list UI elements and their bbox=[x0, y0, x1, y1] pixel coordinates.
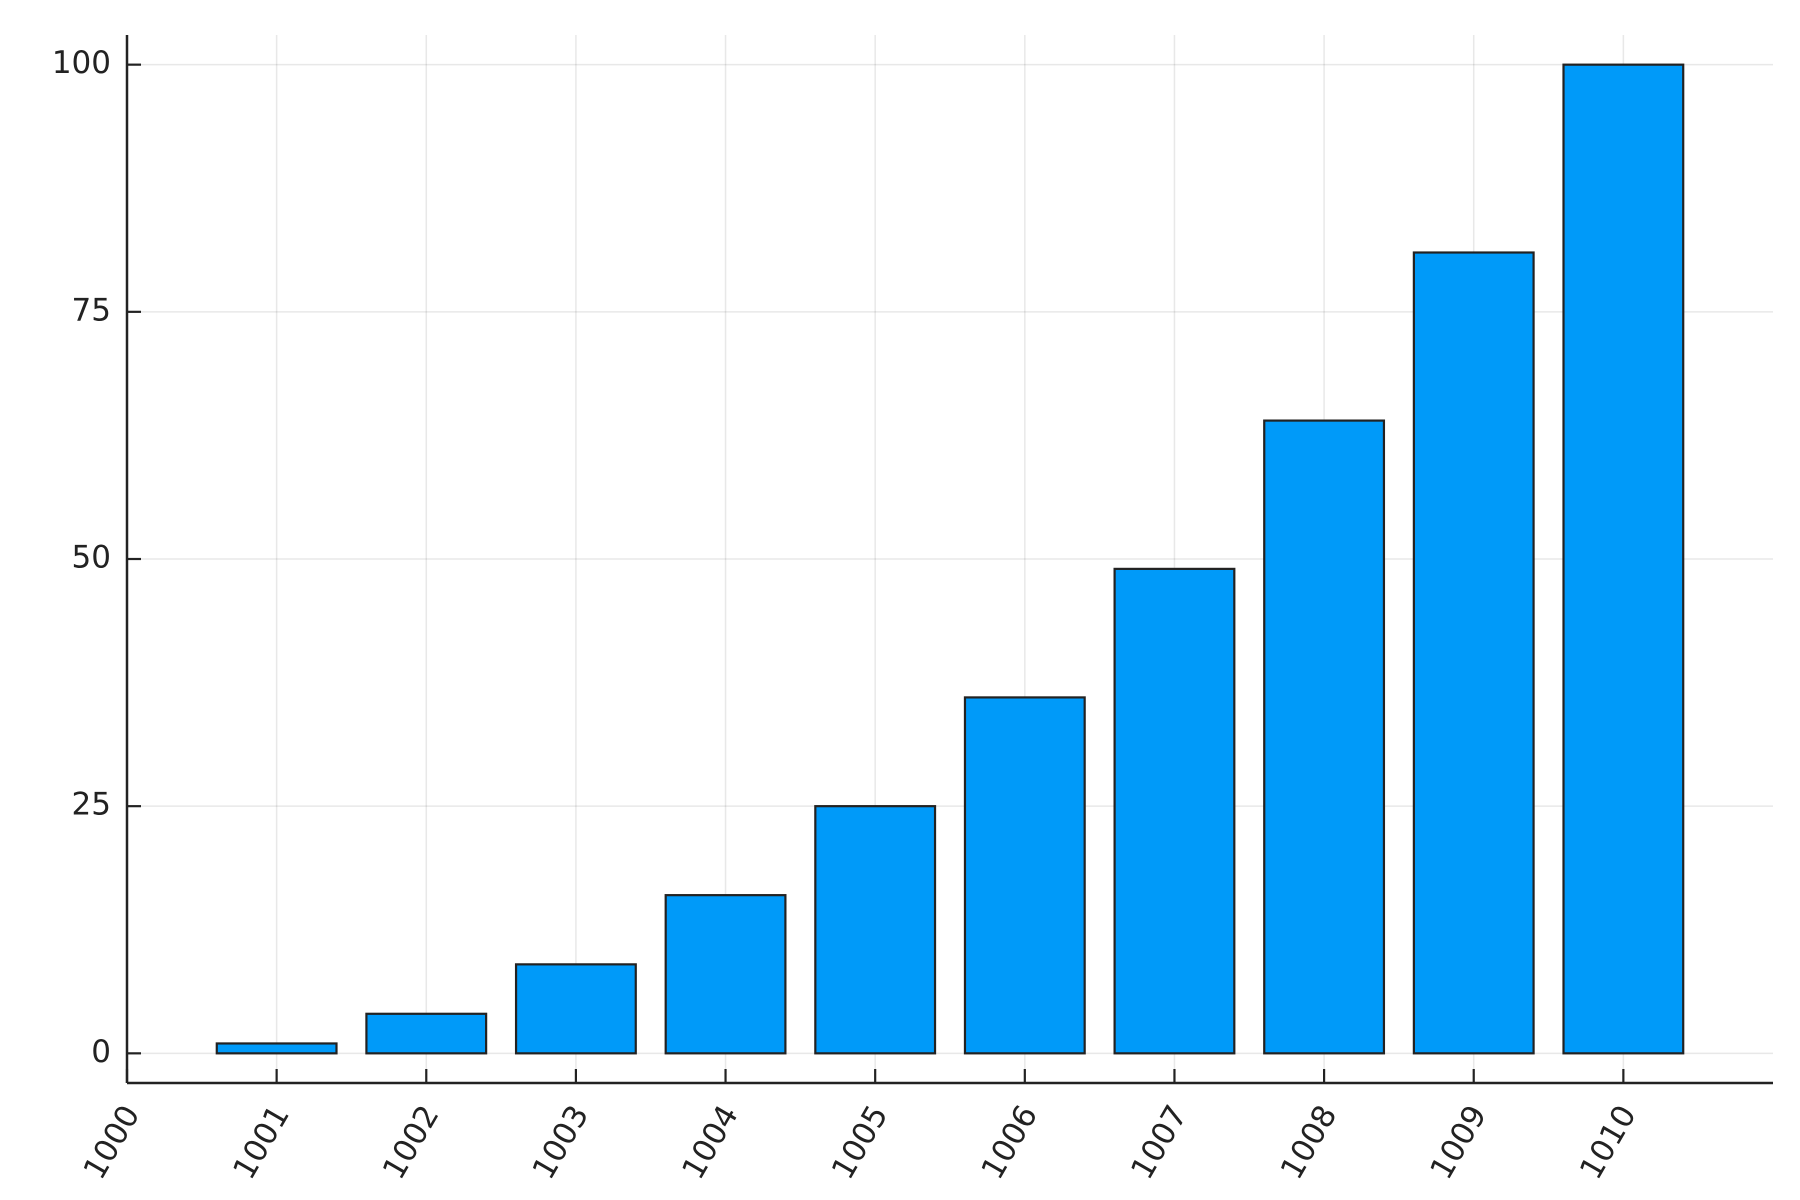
bar-1008 bbox=[1263, 419, 1386, 1055]
bar-1004 bbox=[664, 894, 787, 1055]
y-tick-label-75: 75 bbox=[72, 292, 111, 328]
bar-1006 bbox=[963, 696, 1086, 1055]
y-tick-label-25: 25 bbox=[72, 787, 111, 823]
y-tick-label-50: 50 bbox=[72, 540, 111, 576]
bar-1005 bbox=[814, 805, 937, 1055]
bar-1003 bbox=[514, 963, 637, 1055]
y-tick-label-0: 0 bbox=[91, 1034, 111, 1070]
y-axis-ticks: 0 25 50 75 100 bbox=[52, 45, 141, 1070]
bar-1001 bbox=[215, 1042, 338, 1055]
bar-1009 bbox=[1412, 251, 1535, 1055]
y-tick-label-100: 100 bbox=[52, 45, 111, 81]
bar-1010 bbox=[1562, 63, 1685, 1055]
bars bbox=[215, 63, 1685, 1055]
bar-1002 bbox=[365, 1012, 488, 1055]
bar-1007 bbox=[1113, 567, 1236, 1055]
